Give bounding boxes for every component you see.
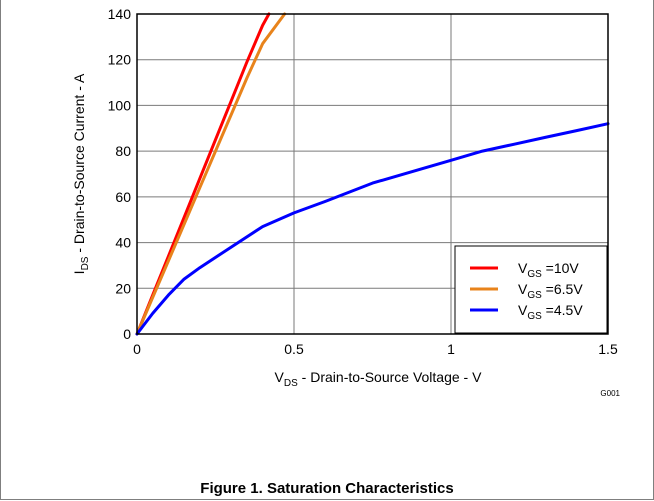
y-tick-label: 20	[115, 280, 131, 296]
figure-code: G001	[600, 389, 620, 398]
y-axis-label: IDS - Drain-to-Source Current - A	[71, 73, 91, 274]
y-tick-label: 60	[115, 189, 131, 205]
y-tick-label: 140	[108, 6, 132, 22]
legend-label: VGS =6.5V	[518, 281, 583, 301]
y-tick-label: 0	[123, 326, 131, 342]
legend-label: VGS =4.5V	[518, 302, 583, 322]
chart: 0 0.5 1 1.5 0 20 40 60 80 100 120 140 VDS - Drain-…	[71, 6, 621, 398]
series-line-3	[135, 122, 610, 336]
y-tick-label: 100	[108, 97, 132, 113]
y-tick-labels: 0 20 40 60 80 100 120 140	[108, 6, 132, 342]
x-axis-label: VDS - Drain-to-Source Voltage - V	[275, 369, 483, 389]
y-tick-label: 80	[115, 143, 131, 159]
plot-border	[136, 13, 609, 335]
legend-label: VGS =10V	[518, 260, 579, 280]
x-tick-label: 1.5	[598, 341, 618, 357]
x-tick-label: 0.5	[284, 341, 304, 357]
y-tick-label: 120	[108, 52, 132, 68]
x-tick-labels: 0 0.5 1 1.5	[133, 341, 618, 357]
x-tick-label: 0	[133, 341, 141, 357]
x-tick-label: 1	[447, 341, 455, 357]
series-line-2	[135, 12, 287, 336]
series-lines	[135, 12, 610, 336]
figure-caption: Figure 1. Saturation Characteristics	[200, 480, 454, 497]
y-tick-label: 40	[115, 235, 131, 251]
